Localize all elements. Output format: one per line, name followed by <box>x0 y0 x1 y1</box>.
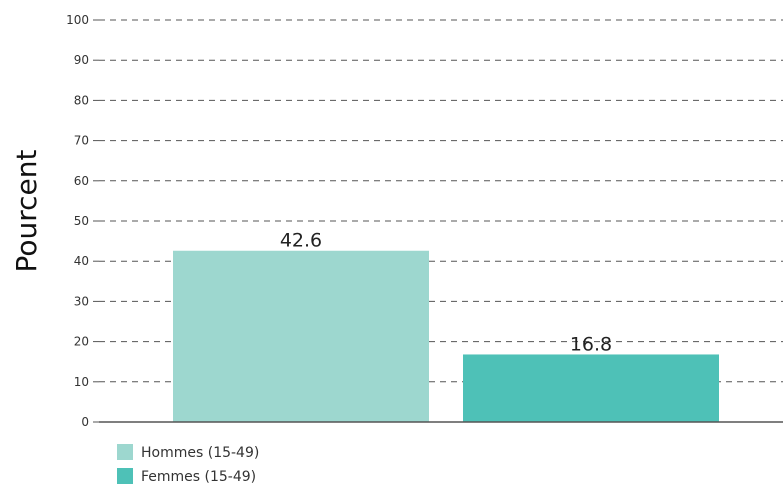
y-tick-label: 100 <box>66 13 89 27</box>
y-tick-label: 70 <box>74 134 89 148</box>
legend-label: Hommes (15-49) <box>141 445 259 461</box>
y-axis-label: Pourcent <box>10 149 43 272</box>
data-label: 16.8 <box>570 333 612 355</box>
data-label: 42.6 <box>280 230 322 252</box>
y-tick-label: 60 <box>74 174 89 188</box>
legend-swatch <box>117 468 133 484</box>
y-tick-label: 10 <box>74 375 89 389</box>
bar <box>463 354 719 422</box>
y-tick-label: 20 <box>74 335 89 349</box>
y-tick-label: 0 <box>81 415 89 429</box>
bars: 42.6 16.8 <box>173 230 719 422</box>
y-tick-label: 30 <box>74 294 89 308</box>
legend-swatch <box>117 444 133 460</box>
bar <box>173 250 429 422</box>
y-tick-label: 40 <box>74 254 89 268</box>
y-tick-label: 50 <box>74 214 89 228</box>
legend-label: Femmes (15-49) <box>141 469 256 485</box>
y-tick-label: 80 <box>74 93 89 107</box>
legend: Hommes (15-49) Femmes (15-49) <box>117 444 259 485</box>
y-axis-ticks: 0 10 20 30 40 50 60 70 80 90 100 <box>66 13 99 429</box>
y-tick-label: 90 <box>74 53 89 67</box>
